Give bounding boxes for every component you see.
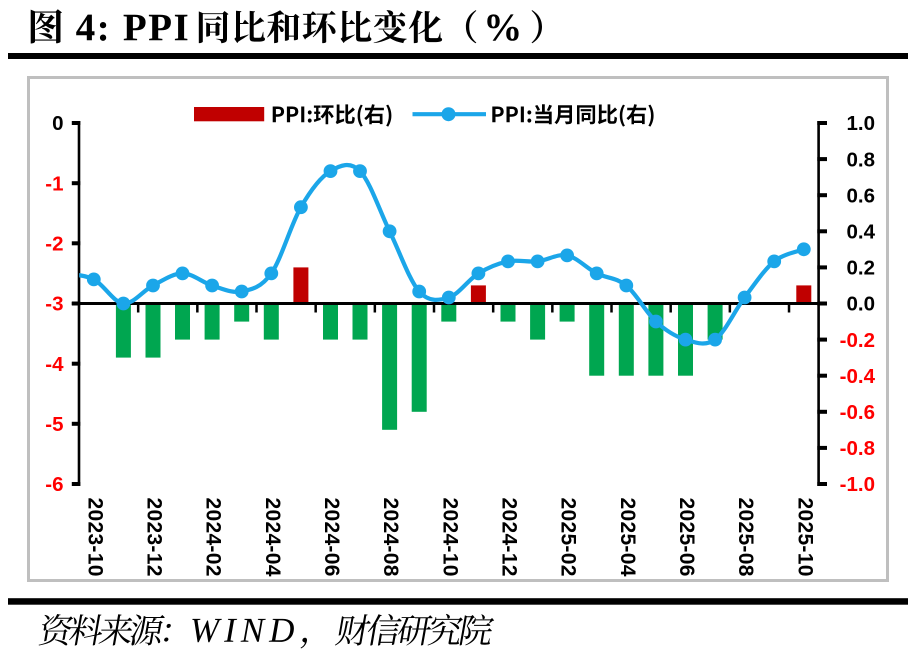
svg-text:2024-04: 2024-04 bbox=[261, 498, 284, 577]
svg-text:2024-02: 2024-02 bbox=[202, 498, 225, 577]
svg-text:2024-12: 2024-12 bbox=[498, 498, 521, 577]
svg-text:2025-02: 2025-02 bbox=[557, 498, 580, 577]
svg-text:-0.6: -0.6 bbox=[840, 401, 875, 424]
svg-text:2025-06: 2025-06 bbox=[675, 498, 698, 577]
svg-text:2024-08: 2024-08 bbox=[379, 498, 402, 577]
svg-text:2023-10: 2023-10 bbox=[83, 498, 106, 577]
svg-text:1.0: 1.0 bbox=[847, 112, 876, 135]
svg-text:2024-10: 2024-10 bbox=[438, 498, 461, 577]
svg-text:0.0: 0.0 bbox=[847, 293, 876, 316]
svg-text:0.8: 0.8 bbox=[847, 148, 876, 171]
svg-text:-3: -3 bbox=[45, 293, 63, 316]
svg-text:2024-06: 2024-06 bbox=[320, 498, 343, 577]
svg-text:-1.0: -1.0 bbox=[840, 473, 875, 496]
svg-text:-0.4: -0.4 bbox=[840, 365, 876, 388]
svg-text:-4: -4 bbox=[45, 353, 64, 376]
svg-text:0.4: 0.4 bbox=[847, 221, 876, 244]
svg-text:-5: -5 bbox=[45, 413, 63, 436]
svg-text:-2: -2 bbox=[45, 233, 63, 256]
svg-text:2025-04: 2025-04 bbox=[616, 498, 639, 577]
svg-text:2023-12: 2023-12 bbox=[143, 498, 166, 577]
svg-text:0.6: 0.6 bbox=[847, 184, 876, 207]
svg-text:-1: -1 bbox=[45, 172, 63, 195]
svg-text:-0.2: -0.2 bbox=[840, 329, 875, 352]
svg-text:-6: -6 bbox=[45, 473, 63, 496]
svg-text:2025-10: 2025-10 bbox=[793, 498, 816, 577]
svg-text:0.2: 0.2 bbox=[847, 257, 876, 280]
svg-text:0: 0 bbox=[52, 112, 63, 135]
svg-text:2025-08: 2025-08 bbox=[734, 498, 757, 577]
svg-text:-0.8: -0.8 bbox=[840, 437, 875, 460]
